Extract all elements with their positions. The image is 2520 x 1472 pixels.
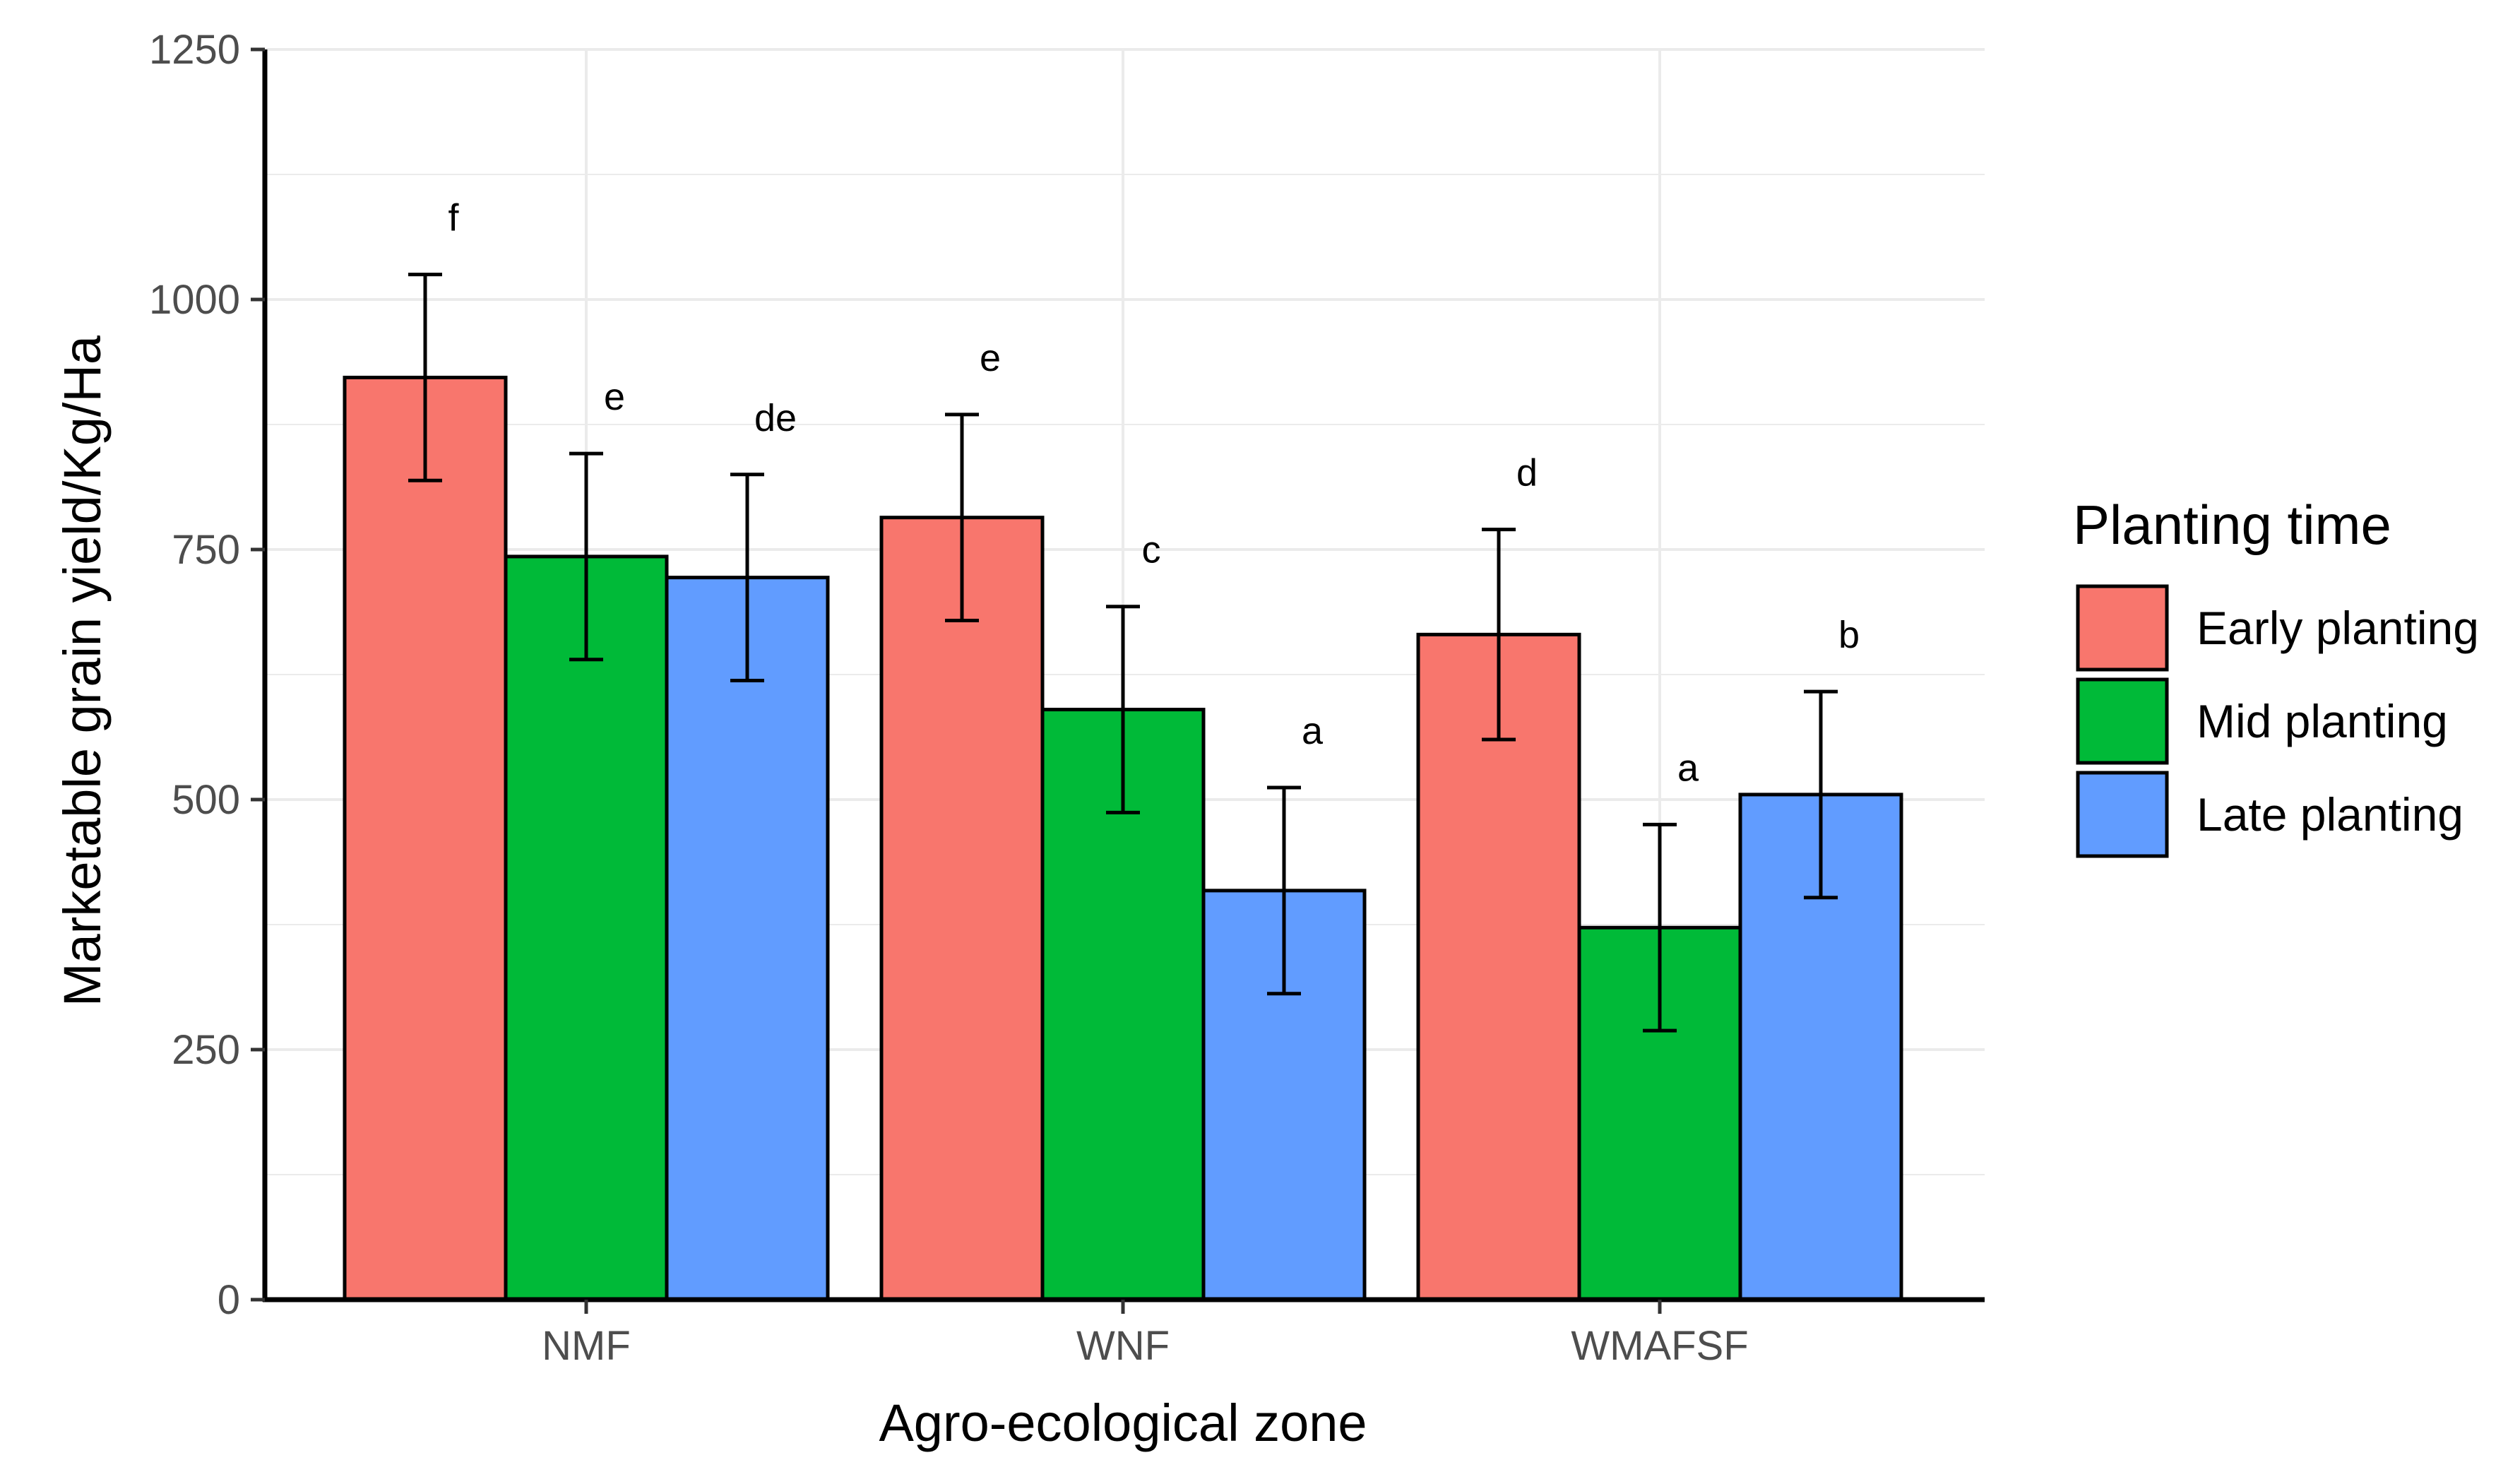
y-tick-label: 0 (218, 1277, 240, 1323)
legend-swatch (2076, 677, 2169, 765)
bars (343, 375, 1903, 1302)
x-axis-title: Agro-ecological zone (879, 1394, 1367, 1452)
significance-label: d (1516, 452, 1538, 494)
legend-items: Early planting Mid planting Late planting (2076, 584, 2479, 858)
significance-label: de (754, 397, 797, 439)
y-tick-label: 500 (172, 777, 240, 823)
x-axis-ticks: NMF WNF WMAFSF (542, 1300, 1749, 1369)
significance-label: b (1838, 614, 1860, 656)
x-tick-label: WNF (1076, 1323, 1170, 1369)
legend: Planting time Early planting Mid planting… (2073, 494, 2479, 858)
significance-label: f (448, 197, 459, 239)
legend-label: Early planting (2197, 602, 2479, 654)
y-tick-label: 1250 (149, 27, 240, 73)
bar (665, 576, 830, 1302)
legend-swatch (2076, 584, 2169, 672)
x-tick-label: WMAFSF (1571, 1323, 1748, 1369)
x-tick-label: NMF (542, 1323, 631, 1369)
significance-label: c (1142, 529, 1161, 571)
significance-label: e (980, 337, 1001, 379)
significance-label: e (604, 376, 625, 418)
bar (879, 516, 1045, 1302)
significance-label: a (1677, 747, 1699, 789)
y-tick-label: 1000 (149, 277, 240, 323)
y-tick-label: 250 (172, 1027, 240, 1073)
legend-swatch (2076, 771, 2169, 858)
legend-label: Mid planting (2197, 695, 2448, 747)
y-tick-label: 750 (172, 527, 240, 573)
y-axis-ticks: 0 250 500 750 1000 1250 (149, 27, 265, 1323)
significance-label: a (1302, 710, 1324, 752)
legend-label: Late planting (2197, 788, 2463, 841)
legend-title: Planting time (2073, 494, 2391, 556)
bar (1416, 632, 1581, 1302)
y-axis-title: Marketable grain yield/Kg/Ha (53, 335, 112, 1007)
bar (343, 375, 508, 1302)
bar (504, 554, 669, 1302)
error-bars (408, 273, 1838, 1033)
